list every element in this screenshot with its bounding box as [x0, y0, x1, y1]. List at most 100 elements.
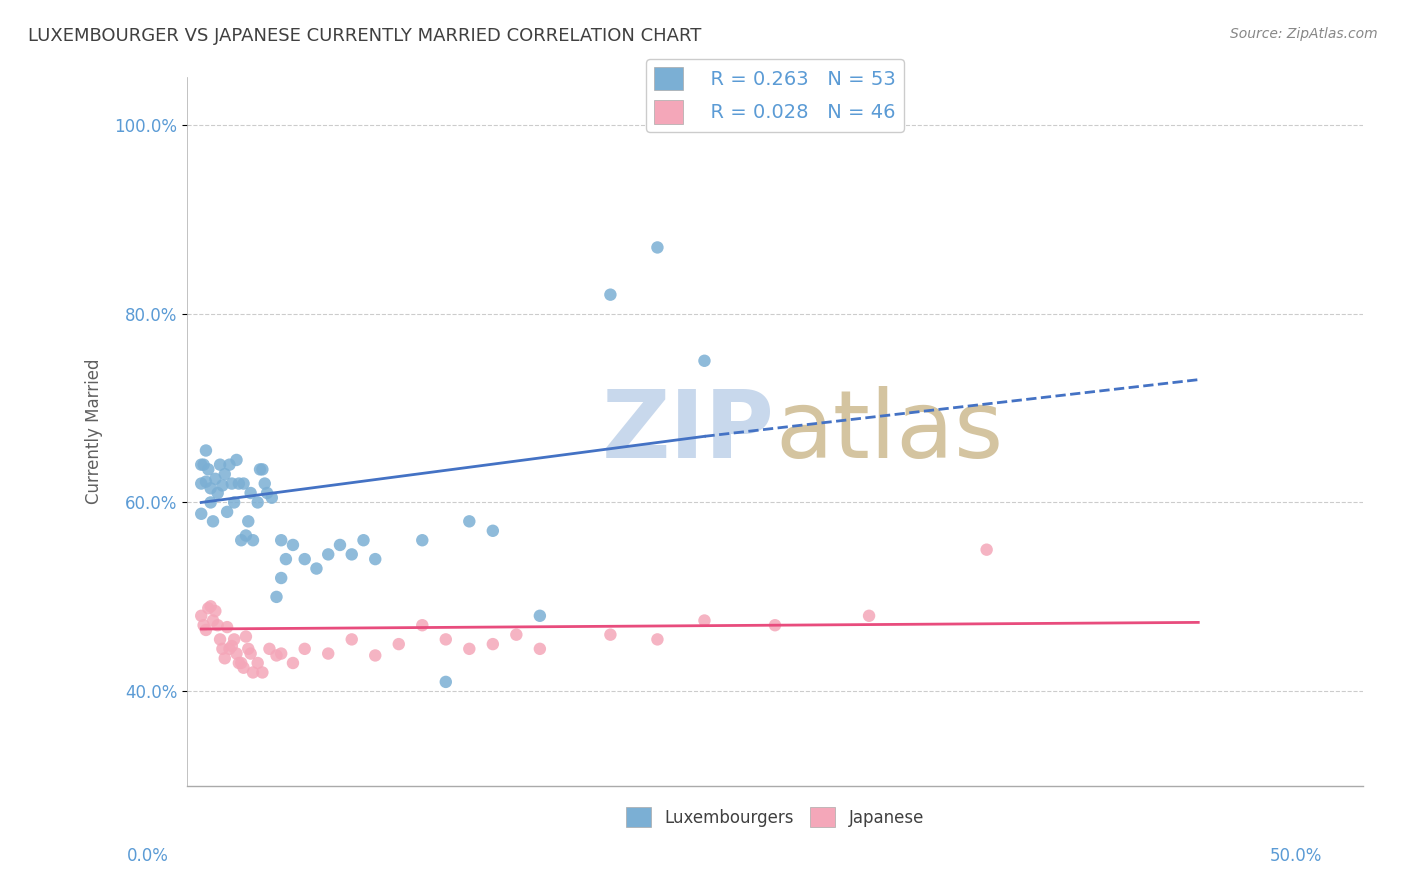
Point: [340, 632, 363, 647]
Point: [294, 552, 316, 566]
Point: [218, 458, 240, 472]
Point: [239, 647, 262, 661]
Point: [231, 656, 253, 670]
Point: [305, 561, 328, 575]
Text: atlas: atlas: [775, 385, 1004, 477]
Text: ZIP: ZIP: [602, 385, 775, 477]
Point: [252, 665, 274, 680]
Point: [190, 458, 212, 472]
Point: [214, 467, 236, 482]
Point: [529, 641, 551, 656]
Point: [647, 240, 669, 254]
Point: [252, 462, 274, 476]
Point: [197, 601, 219, 615]
Point: [599, 628, 621, 642]
Point: [228, 476, 250, 491]
Point: [197, 462, 219, 476]
Point: [228, 656, 250, 670]
Point: [388, 637, 411, 651]
Point: [242, 665, 264, 680]
Point: [434, 674, 457, 689]
Point: [238, 514, 260, 528]
Point: [976, 542, 998, 557]
Point: [225, 647, 247, 661]
Point: [693, 353, 716, 368]
Point: [231, 533, 253, 548]
Point: [239, 486, 262, 500]
Point: [201, 514, 224, 528]
Point: [281, 656, 304, 670]
Point: [207, 486, 229, 500]
Point: [211, 641, 233, 656]
Point: [260, 491, 283, 505]
Point: [266, 648, 288, 663]
Point: [259, 641, 281, 656]
Legend: Luxembourgers, Japanese: Luxembourgers, Japanese: [619, 800, 931, 834]
Point: [505, 628, 527, 642]
Point: [224, 632, 246, 647]
Text: Source: ZipAtlas.com: Source: ZipAtlas.com: [1230, 27, 1378, 41]
Point: [482, 524, 505, 538]
Point: [434, 632, 457, 647]
Point: [294, 641, 316, 656]
Point: [200, 599, 222, 614]
Point: [693, 614, 716, 628]
Point: [529, 608, 551, 623]
Point: [329, 538, 352, 552]
Point: [353, 533, 375, 548]
Point: [253, 476, 276, 491]
Point: [482, 637, 505, 651]
Point: [207, 618, 229, 632]
Point: [458, 641, 481, 656]
Point: [316, 647, 339, 661]
Text: 0.0%: 0.0%: [127, 847, 169, 864]
Point: [316, 548, 339, 562]
Point: [190, 608, 212, 623]
Point: [200, 481, 222, 495]
Point: [266, 590, 288, 604]
Point: [256, 486, 278, 500]
Point: [647, 632, 669, 647]
Point: [201, 614, 224, 628]
Point: [200, 495, 222, 509]
Point: [204, 472, 226, 486]
Point: [235, 630, 257, 644]
Point: [221, 476, 243, 491]
Point: [238, 641, 260, 656]
Point: [224, 495, 246, 509]
Point: [211, 478, 233, 492]
Point: [194, 443, 217, 458]
Point: [218, 641, 240, 656]
Point: [411, 618, 433, 632]
Point: [270, 647, 292, 661]
Point: [193, 618, 215, 632]
Point: [270, 533, 292, 548]
Point: [194, 475, 217, 489]
Point: [246, 495, 269, 509]
Point: [190, 507, 212, 521]
Point: [246, 656, 269, 670]
Point: [194, 623, 217, 637]
Point: [235, 528, 257, 542]
Point: [249, 462, 271, 476]
Point: [221, 639, 243, 653]
Point: [458, 514, 481, 528]
Y-axis label: Currently Married: Currently Married: [86, 359, 103, 504]
Point: [217, 505, 239, 519]
Point: [190, 476, 212, 491]
Point: [242, 533, 264, 548]
Text: LUXEMBOURGER VS JAPANESE CURRENTLY MARRIED CORRELATION CHART: LUXEMBOURGER VS JAPANESE CURRENTLY MARRI…: [28, 27, 702, 45]
Point: [599, 287, 621, 301]
Point: [232, 476, 254, 491]
Point: [364, 552, 387, 566]
Point: [763, 618, 786, 632]
Point: [270, 571, 292, 585]
Point: [281, 538, 304, 552]
Point: [193, 458, 215, 472]
Point: [225, 453, 247, 467]
Text: 50.0%: 50.0%: [1270, 847, 1322, 864]
Point: [204, 604, 226, 618]
Point: [858, 608, 880, 623]
Point: [232, 661, 254, 675]
Point: [340, 548, 363, 562]
